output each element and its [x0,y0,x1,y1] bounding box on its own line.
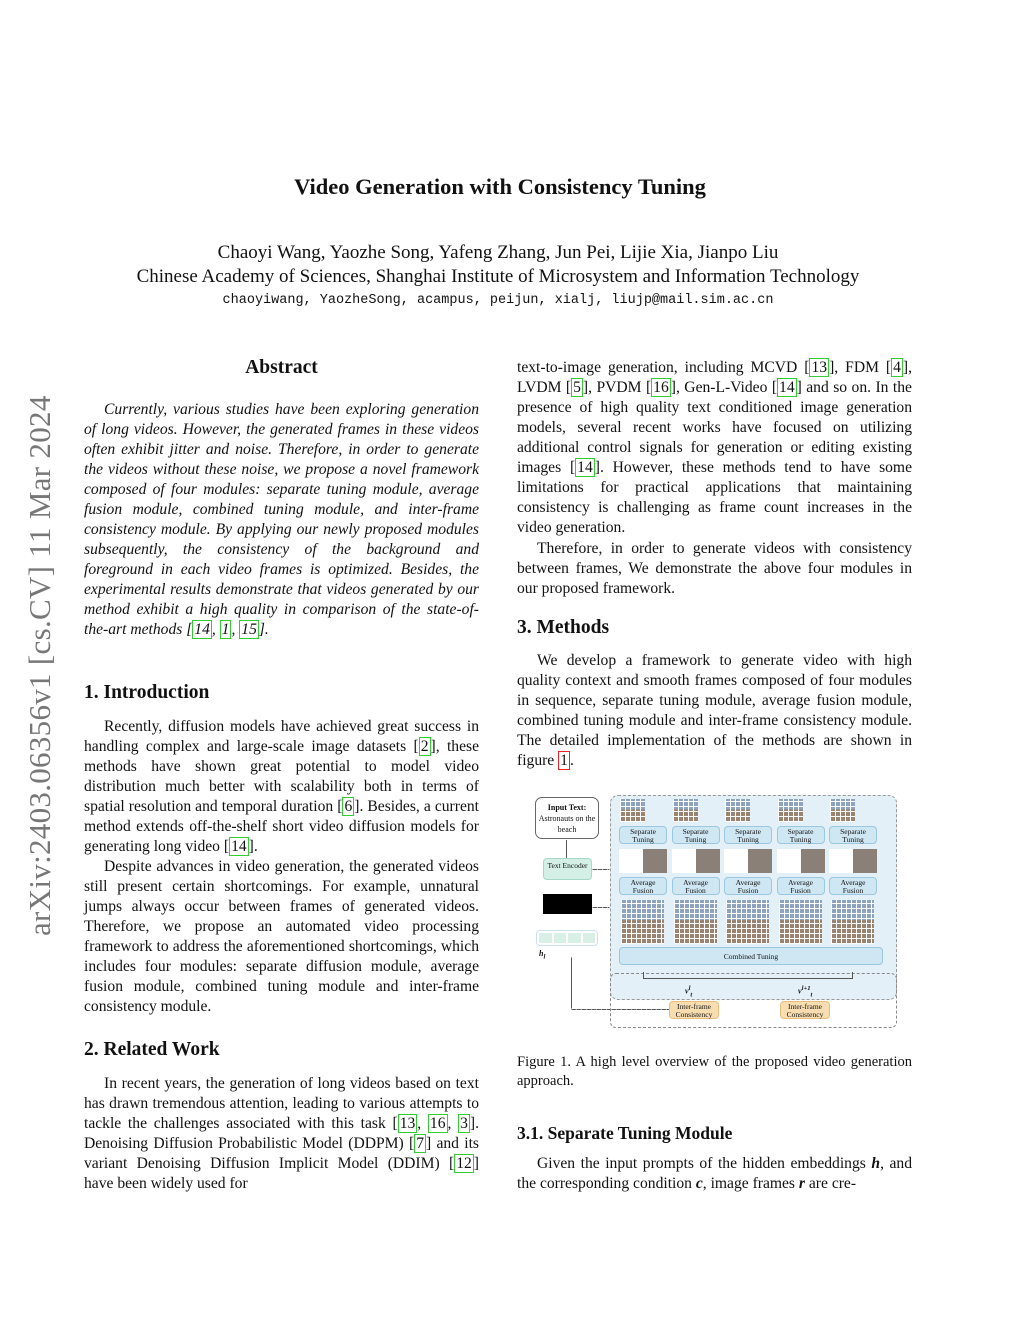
separate-tuning-box: Separate Tuning [724,826,772,844]
citation-link[interactable]: 14 [192,620,212,639]
tuned-frames [619,849,667,873]
figure-reference-link[interactable]: 1 [558,751,570,770]
methods-heading: 3. Methods [517,617,610,638]
separate-tuning-box: Separate Tuning [671,826,720,844]
input-frame-thumbnail [830,799,855,822]
input-text-bubble: Input Text: Astronauts on the beach [535,797,599,839]
citation-link[interactable]: 14 [777,378,797,397]
fused-frames-grid [778,900,822,944]
separate-tuning-paragraph: Given the input prompts of the hidden em… [517,1155,913,1192]
citation-link[interactable]: 14 [229,837,249,856]
v-t-l-label: vlt [685,985,693,999]
consistency-region [610,973,897,1028]
combined-tuning-box: Combined Tuning [619,947,883,965]
citation-link[interactable]: 16 [651,378,671,397]
abstract-text: Currently, various studies have been exp… [84,401,479,639]
tuned-frames [829,849,877,873]
input-frame-thumbnail [620,799,645,822]
citation-link[interactable]: 6 [342,797,355,816]
abstract-heading: Abstract [245,357,318,378]
figure-caption: Figure 1. A high level overview of the p… [517,1054,912,1089]
introduction-heading: 1. Introduction [84,682,210,703]
fused-frames-grid [726,900,769,944]
average-fusion-box: Average Fusion [724,877,772,895]
tuned-frames [724,849,772,873]
average-fusion-box: Average Fusion [776,877,825,895]
affiliation: Chinese Academy of Sciences, Shanghai In… [136,266,860,287]
tuned-frames [671,849,720,873]
emails: chaoyiwang, YaozheSong, acampus, peijun,… [222,293,774,308]
citation-link[interactable]: 4 [891,358,903,377]
inter-frame-consistency-box: Inter-frame Consistency [669,1001,719,1019]
arxiv-stamp: arXiv:2403.06356v1 [cs.CV] 11 Mar 2024 [22,395,57,936]
citation-link[interactable]: 2 [418,737,431,756]
average-fusion-box: Average Fusion [671,877,720,895]
tuned-frames [776,849,825,873]
input-frame-thumbnail [672,799,698,822]
h-label: hl [539,949,546,961]
separate-tuning-box: Separate Tuning [776,826,825,844]
input-text-label: Input Text: [547,803,587,812]
separate-tuning-heading: 3.1. Separate Tuning Module [517,1123,733,1143]
citation-link[interactable]: 13 [397,1114,418,1133]
figure-1: Input Text: Astronauts on the beach Text… [535,795,898,1031]
intro-paragraph-2: Despite advances in video generation, th… [84,858,479,1015]
inter-frame-consistency-box: Inter-frame Consistency [780,1001,830,1019]
v-t-l1-label: vl+1t [798,985,813,999]
citation-link[interactable]: 1 [219,620,232,639]
fused-frames-grid [621,900,664,944]
citation-link[interactable]: 13 [809,358,830,377]
input-frame-thumbnail [777,799,803,822]
pose-image [543,894,592,914]
related-work-paragraph-2: Therefore, in order to generate videos w… [517,540,912,597]
input-text: Astronauts on the beach [538,814,596,834]
citation-link[interactable]: 14 [575,458,595,477]
citation-link[interactable]: 16 [427,1114,448,1133]
math-symbol: r [798,1175,805,1192]
methods-paragraph: We develop a framework to generate video… [517,652,912,770]
related-work-paragraph: In recent years, the generation of long … [84,1075,479,1192]
citation-link[interactable]: 5 [571,378,583,397]
citation-link[interactable]: 7 [414,1134,426,1153]
average-fusion-box: Average Fusion [829,877,877,895]
separate-tuning-box: Separate Tuning [829,826,877,844]
separate-tuning-box: Separate Tuning [619,826,667,844]
text-encoder-box: Text Encoder [543,858,592,880]
fused-frames-grid [673,900,717,944]
related-work-continued: text-to-image generation, including MCVD… [517,358,912,536]
math-symbol: c [695,1175,703,1192]
citation-link[interactable]: 3 [458,1114,470,1133]
average-fusion-box: Average Fusion [619,877,667,895]
authors: Chaoyi Wang, Yaozhe Song, Yafeng Zhang, … [217,242,779,263]
paper-title: Video Generation with Consistency Tuning [294,174,706,199]
math-symbol: h [871,1155,881,1172]
author-block: Chaoyi Wang, Yaozhe Song, Yafeng Zhang, … [0,241,996,289]
input-frame-thumbnail [725,799,750,822]
citation-link[interactable]: 12 [454,1154,474,1173]
hidden-embedding [536,930,598,946]
intro-paragraph-1: Recently, diffusion models have achieved… [84,718,480,856]
related-work-heading: 2. Related Work [84,1039,220,1060]
fused-frames-grid [831,900,874,944]
citation-link[interactable]: 15 [239,620,259,639]
